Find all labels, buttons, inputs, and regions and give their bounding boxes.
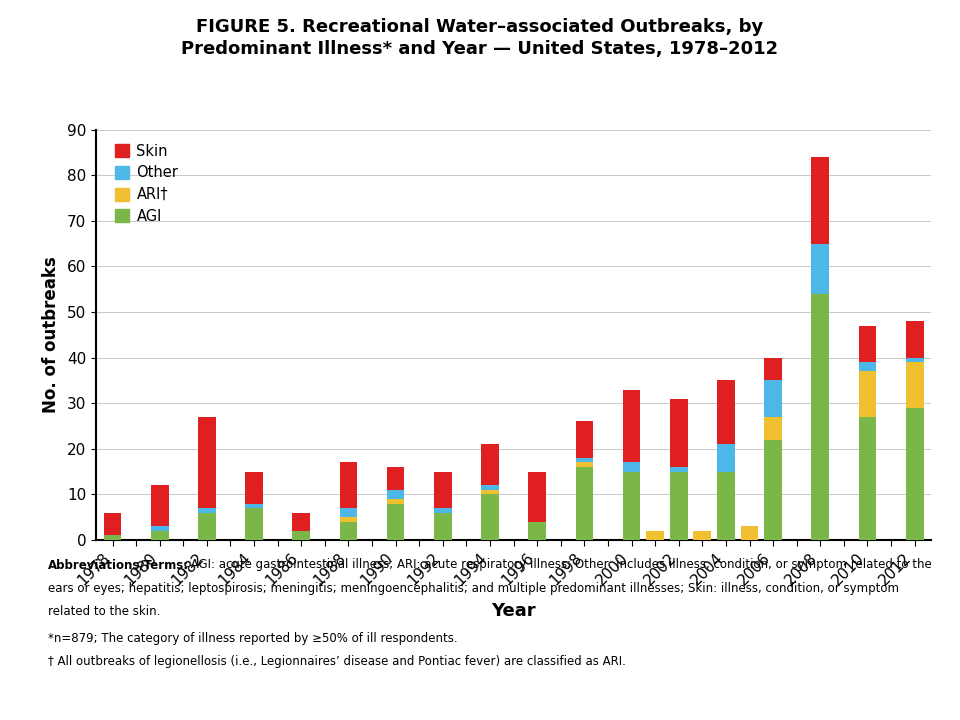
Bar	[387, 499, 404, 503]
Bar	[576, 458, 593, 462]
Text: ears or eyes; hepatitis; leptospirosis; meningitis; meningoencephalitis; and mul: ears or eyes; hepatitis; leptospirosis; …	[48, 582, 899, 595]
Bar	[481, 490, 499, 495]
Text: AGI: acute gastrointestinal illness; ARI: acute respiratory illness; Other: incl: AGI: acute gastrointestinal illness; ARI…	[187, 558, 932, 571]
Legend: Skin, Other, ARI†, AGI: Skin, Other, ARI†, AGI	[111, 141, 181, 227]
Text: Predominant Illness* and Year — United States, 1978–2012: Predominant Illness* and Year — United S…	[181, 40, 779, 58]
Bar	[906, 321, 924, 358]
Text: FIGURE 5. Recreational Water–associated Outbreaks, by: FIGURE 5. Recreational Water–associated …	[197, 18, 763, 36]
Bar	[811, 243, 829, 294]
Bar	[717, 444, 734, 472]
Bar	[434, 472, 451, 508]
Text: Abbreviations/Terms:: Abbreviations/Terms:	[48, 558, 189, 571]
Y-axis label: No. of outbreaks: No. of outbreaks	[42, 256, 60, 413]
Bar	[576, 467, 593, 540]
Bar	[717, 380, 734, 444]
Bar	[764, 417, 782, 440]
Bar	[906, 362, 924, 408]
Bar	[198, 508, 216, 513]
Bar	[481, 444, 499, 485]
Bar	[858, 417, 876, 540]
Bar	[623, 390, 640, 462]
Text: related to the skin.: related to the skin.	[48, 605, 160, 618]
Bar	[245, 503, 263, 508]
Text: † All outbreaks of legionellosis (i.e., Legionnaires’ disease and Pontiac fever): † All outbreaks of legionellosis (i.e., …	[48, 655, 626, 668]
Bar	[198, 417, 216, 508]
Bar	[104, 536, 121, 540]
Bar	[623, 472, 640, 540]
Text: *n=879; The category of illness reported by ≥50% of ill respondents.: *n=879; The category of illness reported…	[48, 632, 458, 645]
Bar	[340, 517, 357, 522]
Bar	[670, 467, 687, 472]
X-axis label: Year: Year	[492, 603, 536, 621]
Bar	[670, 472, 687, 540]
Bar	[858, 325, 876, 362]
Bar	[811, 157, 829, 243]
Bar	[481, 485, 499, 490]
Bar	[693, 531, 711, 540]
Bar	[104, 513, 121, 536]
Bar	[576, 462, 593, 467]
Bar	[906, 408, 924, 540]
Bar	[293, 513, 310, 531]
Bar	[245, 508, 263, 540]
Bar	[528, 472, 546, 522]
Bar	[151, 485, 169, 526]
Bar	[387, 467, 404, 490]
Bar	[717, 472, 734, 540]
Bar	[387, 490, 404, 499]
Bar	[151, 531, 169, 540]
Bar	[245, 472, 263, 503]
Bar	[434, 508, 451, 513]
Bar	[741, 526, 758, 540]
Bar	[623, 462, 640, 472]
Bar	[576, 421, 593, 458]
Bar	[198, 513, 216, 540]
Bar	[293, 531, 310, 540]
Bar	[646, 531, 664, 540]
Bar	[340, 462, 357, 508]
Bar	[340, 508, 357, 517]
Bar	[670, 399, 687, 467]
Bar	[764, 358, 782, 380]
Bar	[151, 526, 169, 531]
Bar	[764, 380, 782, 417]
Bar	[481, 495, 499, 540]
Bar	[434, 513, 451, 540]
Bar	[906, 358, 924, 362]
Bar	[528, 522, 546, 540]
Bar	[858, 362, 876, 372]
Bar	[764, 440, 782, 540]
Bar	[811, 294, 829, 540]
Bar	[858, 372, 876, 417]
Bar	[387, 503, 404, 540]
Bar	[340, 522, 357, 540]
